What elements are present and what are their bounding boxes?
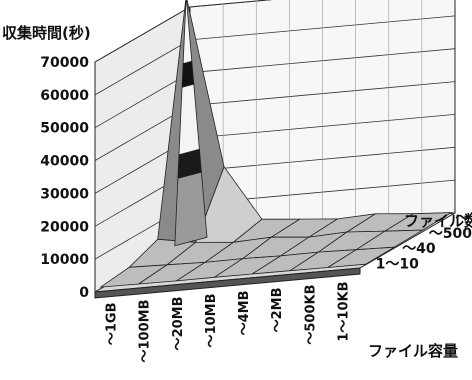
x-tick-label: 〜1GB: [105, 303, 120, 346]
z-tick-label: 40000: [40, 154, 89, 170]
z-tick-label: 70000: [40, 55, 89, 71]
x-tick: 〜10MB: [204, 294, 219, 348]
y-tick-label: 〜10000: [455, 210, 472, 226]
x-tick: 〜500KB: [303, 285, 318, 345]
x-tick: 1〜10KB: [336, 282, 351, 342]
x-tick: 〜1GB: [105, 303, 120, 346]
x-tick-label: 1〜10KB: [336, 282, 351, 342]
z-axis-title: 収集時間(秒): [2, 24, 91, 42]
x-tick-label: 〜2MB: [270, 288, 285, 333]
x-tick: 〜2MB: [270, 288, 285, 333]
surface-cell: [327, 246, 395, 268]
surface-plot: [99, 0, 453, 288]
floor-edge: [94, 267, 361, 299]
z-tick-label: 50000: [40, 121, 89, 137]
x-tick-label: 〜4MB: [237, 291, 252, 336]
z-axis-ticks: 0 10000 20000 30000 40000 50000 60000 70000: [40, 55, 89, 301]
x-tick: 〜4MB: [237, 291, 252, 336]
x-tick-label: 〜500KB: [303, 285, 318, 345]
z-tick-label: 0: [79, 285, 89, 301]
peak-band: [174, 171, 208, 247]
peak-band: [181, 60, 195, 88]
x-axis-title: ファイル容量: [368, 342, 458, 360]
x-tick: 〜100MB: [138, 300, 153, 363]
z-tick-label: 60000: [40, 88, 89, 104]
y-tick-label: 〜500: [429, 226, 472, 242]
gridline: [94, 0, 272, 63]
peak-band: [182, 0, 193, 65]
x-axis-ticks: 〜1GB 〜100MB 〜20MB 〜10MB 〜4MB 〜2MB 〜500KB 1〜10KB: [105, 282, 352, 363]
y-tick-label: 〜40: [402, 241, 436, 257]
y-axis-title: ファイル数: [404, 212, 472, 230]
z-tick-label: 30000: [40, 186, 89, 202]
y-tick-label: 1〜10: [376, 257, 419, 273]
x-tick-label: 〜20MB: [171, 297, 186, 351]
y-axis-ticks: 1〜10〜40〜500〜10000: [376, 210, 472, 272]
x-tick: 〜20MB: [171, 297, 186, 351]
z-tick-label: 10000: [40, 252, 89, 268]
x-tick-label: 〜100MB: [138, 300, 153, 363]
z-tick-label: 20000: [40, 219, 89, 235]
x-tick-label: 〜10MB: [204, 294, 219, 348]
